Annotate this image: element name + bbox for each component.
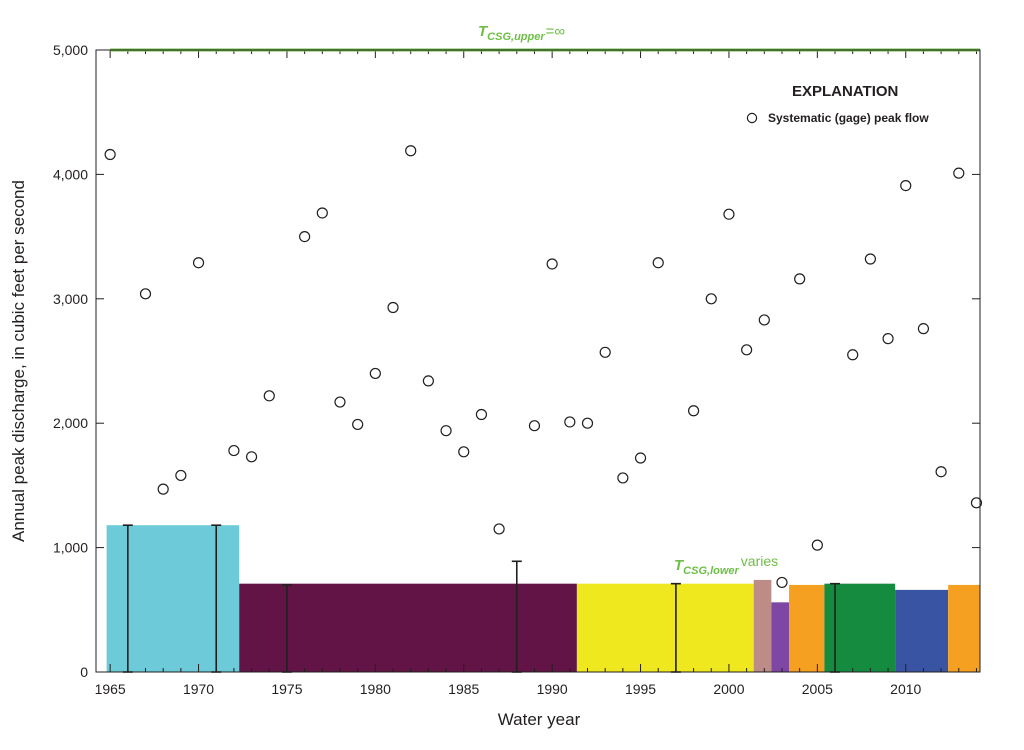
peak-flow-point-2013 (953, 167, 965, 179)
threshold-bar-2 (576, 583, 754, 672)
threshold-bar-1 (239, 583, 577, 672)
plot-frame (95, 49, 981, 673)
peak-flow-point-1986 (475, 408, 488, 421)
peak-flow-point-1994 (617, 472, 629, 484)
legend-title: EXPLANATION (792, 83, 898, 100)
peak-flow-point-2002 (758, 314, 770, 326)
peak-flow-point-1965 (104, 148, 116, 161)
peak-flow-point-2007 (847, 349, 859, 361)
peak-flow-point-1967 (139, 288, 152, 300)
peak-flow-point-1985 (458, 446, 470, 458)
y-tick-label-5: 5,000 (53, 42, 88, 58)
peak-flow-point-1983 (422, 375, 434, 387)
y-tick-label-4: 4,000 (53, 166, 88, 182)
peak-flow-point-1974 (263, 390, 275, 402)
peak-flow-point-2011 (917, 323, 930, 335)
peak-flow-point-2008 (864, 253, 876, 265)
y-tick-label-0: 0 (80, 664, 88, 680)
peak-flow-point-1993 (599, 346, 611, 358)
x-tick-label-1: 1970 (183, 681, 214, 697)
peak-flow-point-2014 (970, 497, 983, 509)
threshold-bar-0 (106, 525, 240, 672)
peak-flow-point-2004 (794, 273, 806, 285)
peak-flow-point-2000 (723, 208, 735, 220)
x-tick-label-8: 2005 (802, 681, 833, 697)
peak-flow-point-1991 (564, 416, 576, 428)
peak-flow-point-1995 (634, 452, 647, 464)
peak-flow-point-1987 (493, 523, 505, 535)
y-tick-label-2: 2,000 (53, 415, 88, 431)
peak-flow-point-1981 (387, 301, 399, 314)
peak-flow-point-2010 (900, 179, 912, 192)
legend-marker (746, 112, 758, 124)
peak-flow-point-1984 (440, 425, 452, 437)
peak-flow-point-1970 (192, 257, 205, 269)
peak-flow-point-2001 (741, 344, 753, 356)
x-tick-label-0: 1965 (95, 681, 126, 697)
x-tick-label-3: 1980 (360, 681, 391, 697)
peak-flow-point-1977 (316, 207, 328, 219)
y-tick-label-1: 1,000 (53, 540, 88, 556)
x-tick-label-4: 1985 (448, 681, 479, 697)
threshold-bar-5 (789, 584, 825, 672)
peak-flow-points (104, 145, 983, 589)
threshold-bar-8 (948, 584, 980, 672)
peak-flow-point-1976 (299, 231, 311, 243)
peak-flow-point-1990 (546, 258, 558, 270)
threshold-bars (106, 525, 980, 672)
threshold-bar-6 (824, 583, 896, 672)
peak-flow-point-2005 (811, 539, 823, 551)
peak-flow-point-1989 (528, 420, 541, 432)
x-tick-label-6: 1995 (625, 681, 656, 697)
peak-flow-point-1969 (175, 469, 187, 482)
peak-flow-point-1992 (581, 417, 594, 429)
x-axis-title: Water year (498, 710, 581, 729)
peak-flow-point-1979 (352, 418, 364, 431)
peak-flow-point-2009 (882, 333, 894, 345)
threshold-bar-3 (753, 579, 772, 672)
legend: EXPLANATION Systematic (gage) peak flow (746, 83, 929, 125)
peak-flow-point-1968 (157, 483, 169, 495)
y-axis-title: Annual peak discharge, in cubic feet per… (9, 180, 28, 542)
lower-threshold-label: TCSG,lowervaries (674, 553, 778, 577)
threshold-bar-4 (771, 602, 790, 672)
peak-flow-point-1973 (245, 451, 258, 463)
x-tick-label-2: 1975 (271, 681, 302, 697)
peak-flow-point-1982 (405, 145, 417, 157)
upper-threshold-label: TCSG,upper=∞ (478, 23, 565, 43)
x-tick-label-7: 2000 (713, 681, 744, 697)
x-tick-label-5: 1990 (537, 681, 568, 697)
threshold-bar-7 (895, 589, 949, 672)
peak-flow-point-1972 (228, 444, 240, 457)
peak-flow-point-1980 (369, 367, 381, 380)
x-tick-label-9: 2010 (890, 681, 921, 697)
peak-flow-point-2003 (776, 576, 788, 589)
peak-flow-point-2012 (935, 466, 947, 478)
peak-flow-point-1999 (705, 293, 717, 305)
legend-entry: Systematic (gage) peak flow (768, 111, 929, 125)
y-tick-label-3: 3,000 (53, 291, 88, 307)
peak-flow-point-1996 (652, 257, 664, 269)
peak-flow-point-1978 (334, 396, 346, 408)
peak-flow-point-1998 (687, 405, 700, 417)
